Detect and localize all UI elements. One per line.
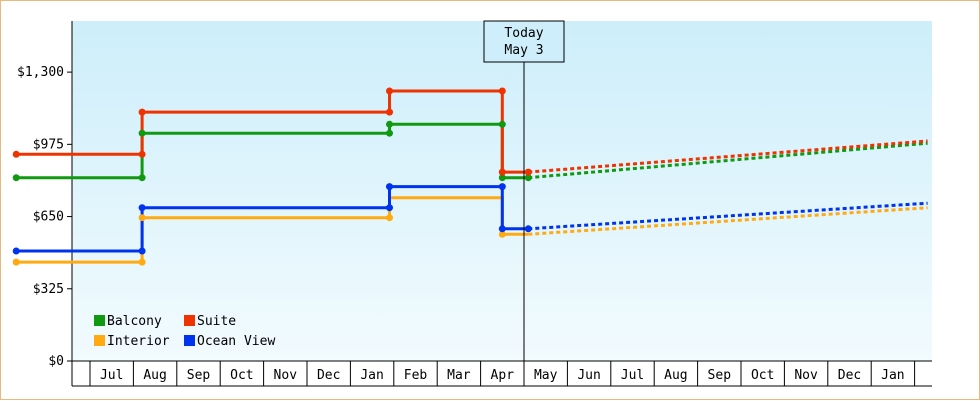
interior-point <box>12 258 20 266</box>
balcony-point <box>386 120 393 128</box>
balcony-point <box>12 174 20 182</box>
legend-swatch-ocean-view <box>184 335 195 346</box>
suite-point <box>498 87 506 95</box>
x-tick-label: Apr <box>491 368 515 383</box>
suite-history-line <box>16 89 529 174</box>
x-tick-label: May <box>534 368 558 383</box>
legend-label-balcony: Balcony <box>107 314 162 329</box>
suite-point <box>138 108 146 116</box>
y-tick-label: $325 <box>33 282 64 297</box>
today-box <box>483 20 565 63</box>
ocean-view-point <box>138 204 146 212</box>
interior-point <box>498 230 506 238</box>
ocean-view-history-line <box>16 185 529 253</box>
x-tick-label: Sep <box>187 368 211 383</box>
interior-forecast-line <box>528 206 928 236</box>
ocean-view-point <box>498 225 506 233</box>
suite-point <box>138 150 146 158</box>
balcony-forecast-line <box>528 141 928 180</box>
balcony-point <box>138 174 146 182</box>
balcony-point <box>498 174 506 182</box>
x-tick-label: Jan <box>360 368 383 383</box>
x-tick-label: Jul <box>100 368 123 383</box>
suite-point <box>12 150 20 158</box>
x-tick-label: Mar <box>447 368 471 383</box>
legend-label-interior: Interior <box>107 334 170 349</box>
x-tick-label: Aug <box>664 368 687 383</box>
y-tick-label: $650 <box>33 210 64 225</box>
ocean-view-point <box>386 204 393 212</box>
ocean-view-point <box>12 247 20 255</box>
legend-swatch-interior <box>94 335 105 346</box>
x-tick-label: Jan <box>881 368 904 383</box>
legend-label-ocean-view: Ocean View <box>197 334 275 349</box>
today-marker: Today May 3 <box>483 20 565 361</box>
x-axis: Jul Aug Sep Oct Nov Dec Jan Feb Mar Apr May Jun Jul A… <box>71 360 932 387</box>
balcony-point <box>498 120 506 128</box>
legend-label-suite: Suite <box>197 314 236 329</box>
x-tick-label: Nov <box>794 368 818 383</box>
y-tick-label: $975 <box>33 137 64 152</box>
x-tick-label: Feb <box>404 368 428 383</box>
x-tick-label: Oct <box>230 368 253 383</box>
ocean-view-forecast-line <box>528 201 928 231</box>
legend-swatch-suite <box>184 315 195 326</box>
balcony-point <box>138 129 146 137</box>
suite-point <box>524 168 532 176</box>
suite-point <box>386 108 393 116</box>
x-tick-label: Aug <box>143 368 166 383</box>
x-tick-label: Sep <box>708 368 732 383</box>
legend-swatch-balcony <box>94 315 105 326</box>
interior-point <box>138 258 146 266</box>
x-tick-label: Jul <box>621 368 644 383</box>
balcony-point <box>524 174 532 182</box>
x-tick-label: Oct <box>751 368 774 383</box>
y-axis: $0 $325 $650 $975 $1,300 <box>17 21 73 369</box>
suite-point <box>498 168 506 176</box>
suite-point <box>386 87 393 95</box>
y-tick-label: $0 <box>48 354 64 369</box>
today-label-line1: Today <box>504 26 543 41</box>
series-markers <box>12 87 532 266</box>
series-lines <box>16 89 928 264</box>
x-tick-label: Nov <box>274 368 298 383</box>
y-tick-label: $1,300 <box>17 65 64 80</box>
today-label-line2: May 3 <box>504 43 543 58</box>
x-tick-label: Jun <box>577 368 600 383</box>
legend: Balcony Suite Interior Ocean View <box>94 314 275 349</box>
balcony-point <box>386 129 393 137</box>
ocean-view-point <box>498 183 506 191</box>
ocean-view-point <box>386 183 393 191</box>
interior-point <box>138 214 146 222</box>
interior-point <box>386 214 393 222</box>
suite-forecast-line <box>528 139 928 174</box>
ocean-view-point <box>524 225 532 233</box>
x-tick-label: Dec <box>838 368 861 383</box>
ocean-view-point <box>138 247 146 255</box>
x-tick-label: Dec <box>317 368 340 383</box>
